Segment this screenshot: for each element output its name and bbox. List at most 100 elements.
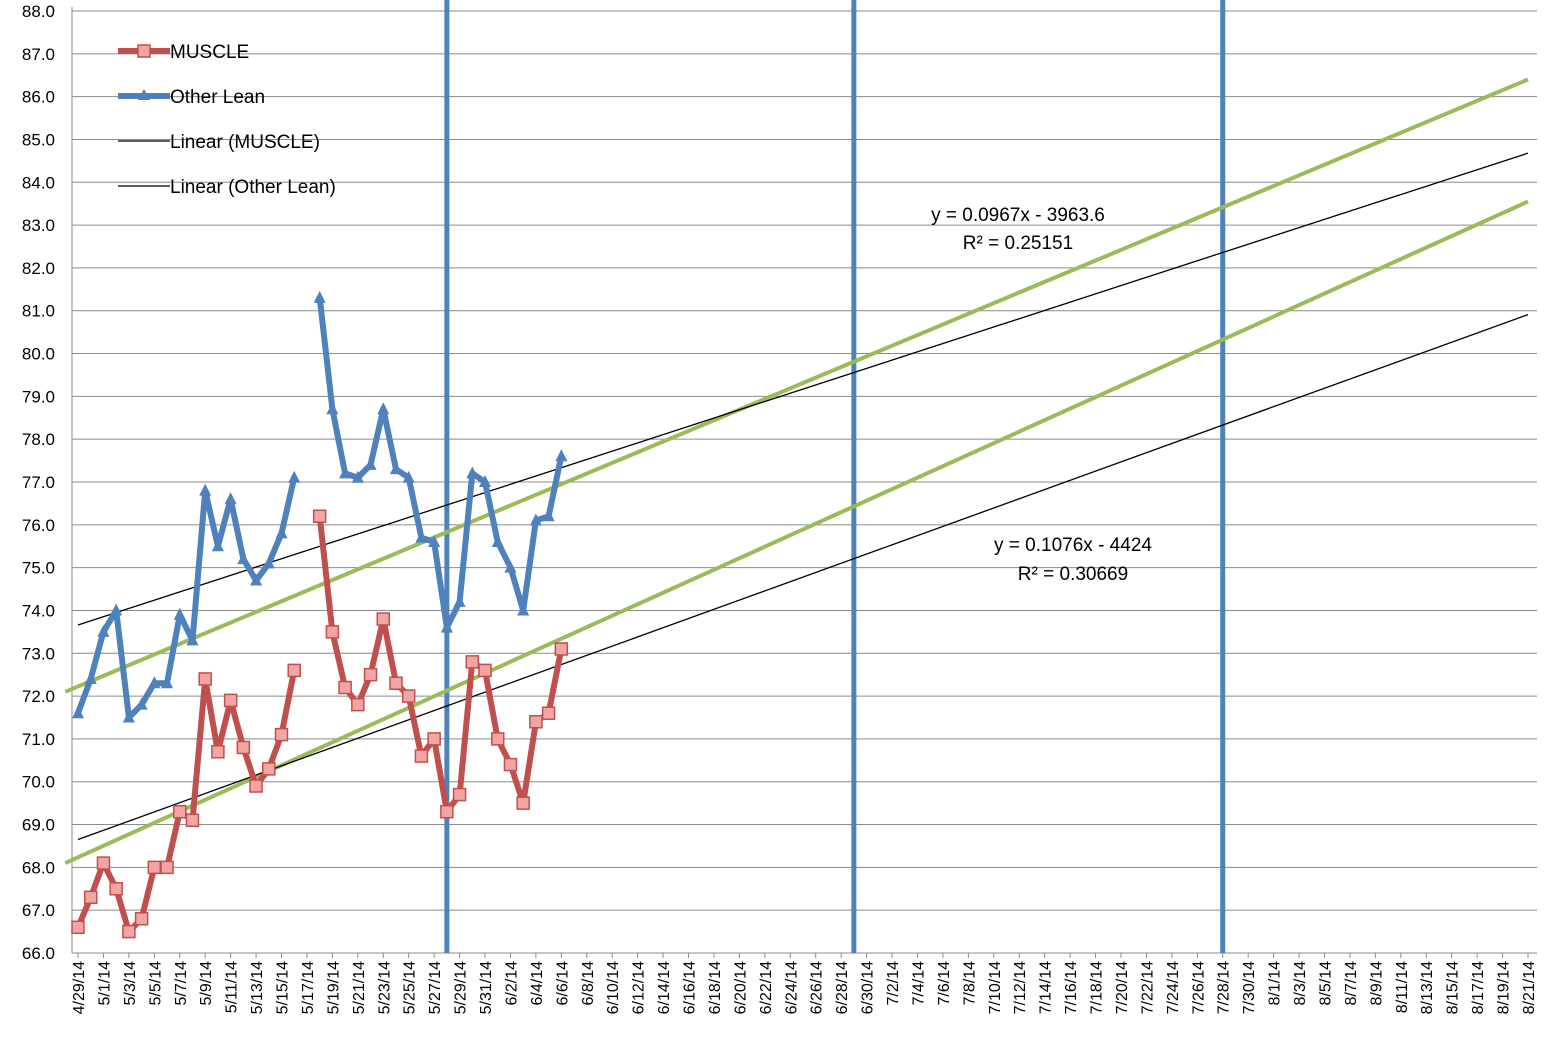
trendline [77,152,1529,626]
grid [72,10,1537,954]
x-tick-label: 6/10/14 [605,961,622,1014]
x-tick-label: 7/6/14 [936,961,953,1006]
x-tick-label: 7/10/14 [987,961,1004,1014]
x-tick-label: 5/9/14 [198,961,215,1006]
data-point [503,757,518,772]
x-tick-label: 8/9/14 [1368,961,1385,1006]
r-squared-other-lean: R² = 0.25151 [963,233,1073,254]
r-squared-muscle: R² = 0.30669 [1018,564,1128,585]
y-tick-label: 86.0 [22,88,55,107]
data-point [504,560,517,573]
y-tick-label: 70.0 [22,773,55,792]
x-tick-label: 8/15/14 [1445,961,1462,1014]
data-point [490,732,505,746]
x-tick-label: 6/4/14 [529,961,546,1006]
x-tick-label: 6/8/14 [580,961,597,1006]
data-point [275,526,288,539]
data-point [364,457,377,470]
data-point [479,475,492,487]
data-point [465,655,480,669]
x-tick-label: 6/18/14 [707,961,724,1014]
data-point [122,924,136,939]
data-point [237,552,250,565]
y-tick-label: 80.0 [22,345,55,364]
y-tick-label: 71.0 [22,730,55,749]
x-tick-label: 6/30/14 [860,961,877,1014]
data-point [198,672,212,686]
trendline [77,313,1529,841]
x-tick-label: 5/19/14 [325,961,342,1014]
data-point [199,483,212,496]
data-point [338,680,352,695]
data-point [160,860,174,875]
x-tick-label: 6/26/14 [809,961,826,1014]
legend-linear-muscle-label: Linear (MUSCLE) [170,132,320,153]
legend-item-other-lean: Other Lean [118,87,265,108]
series [71,290,569,939]
data-point [211,745,225,759]
x-tick-label: 5/11/14 [224,961,241,1013]
data-point [452,787,467,802]
y-tick-label: 72.0 [22,687,55,706]
data-point [377,402,390,415]
x-tick-label: 8/21/14 [1521,961,1538,1014]
data-point [363,667,378,682]
data-point [389,676,403,690]
data-point [351,470,364,483]
data-point [491,534,504,547]
data-point [96,856,111,870]
data-point [173,607,186,620]
data-point [517,603,530,616]
green-guide-line [64,77,1529,694]
x-tick-label: 7/30/14 [1241,961,1258,1014]
x-tick-label: 8/19/14 [1496,961,1513,1014]
equation-muscle: y = 0.1076x - 4424 [994,535,1152,556]
x-tick-label: 7/24/14 [1165,961,1182,1014]
x-tick-label: 8/1/14 [1267,961,1284,1006]
data-point [97,624,110,637]
green-guide-line [64,199,1529,865]
data-point [312,509,327,524]
data-point [427,732,441,746]
data-point [313,290,326,303]
data-point [326,402,339,415]
x-tick-label: 5/7/14 [173,961,190,1006]
data-point [147,860,162,875]
data-point [351,697,365,712]
x-tick-label: 5/15/14 [275,961,292,1014]
x-tick-label: 7/12/14 [1012,961,1029,1014]
x-tick-label: 5/21/14 [351,961,368,1014]
x-tick-label: 6/2/14 [503,961,520,1006]
data-point [542,509,555,522]
data-point [262,556,275,569]
x-tick-label: 6/14/14 [656,961,673,1014]
x-tick-label: 7/28/14 [1216,961,1233,1014]
y-tick-label: 67.0 [22,901,55,920]
data-point [428,534,441,547]
x-tick-label: 6/16/14 [682,961,699,1014]
y-axis: 66.0 67.0 68.0 69.0 70.0 71.0 72.0 73.0 74.0 75.0… [22,2,73,963]
x-tick-label: 7/2/14 [885,961,902,1006]
data-point [389,462,402,475]
data-point [453,594,466,607]
legend: MUSCLE Other Lean Linear (MUSCLE) Linear… [118,42,336,198]
y-tick-label: 76.0 [22,516,55,535]
x-tick-label: 8/5/14 [1317,961,1334,1006]
x-tick-label: 7/8/14 [961,961,978,1006]
legend-muscle-marker [137,44,151,58]
x-tick-label: 7/4/14 [910,961,927,1006]
data-point [84,671,97,684]
data-point [122,710,135,723]
x-tick-label: 5/31/14 [478,961,495,1014]
data-point [109,882,123,896]
data-point [554,642,569,656]
y-tick-label: 69.0 [22,816,55,835]
data-point [440,620,453,633]
x-tick-label: 8/11/14 [1394,961,1411,1013]
x-tick-label: 4/29/14 [71,961,88,1014]
trendline-equations: y = 0.0967x - 3963.6 R² = 0.25151 y = 0.… [931,205,1152,585]
y-tick-label: 73.0 [22,644,55,663]
data-point [339,466,352,479]
x-tick-label: 6/12/14 [631,961,648,1014]
